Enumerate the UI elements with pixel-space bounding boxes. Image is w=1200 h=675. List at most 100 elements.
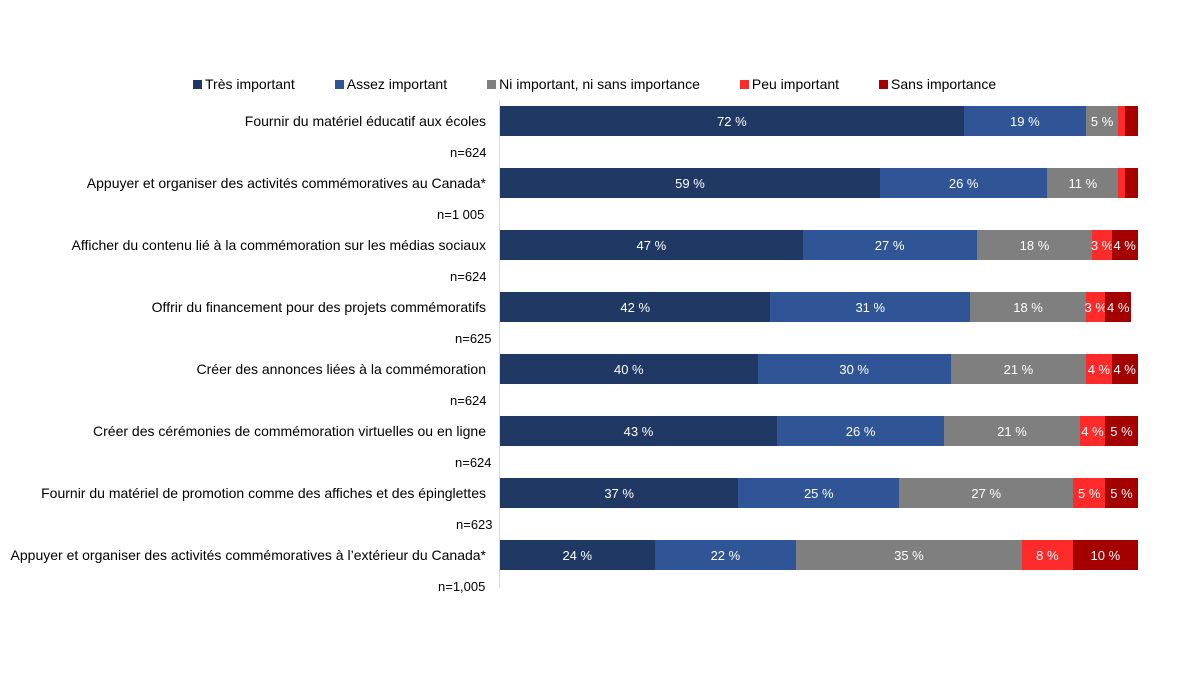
data-label: 35 % xyxy=(894,547,924,563)
data-label: 19 % xyxy=(1010,113,1040,129)
bar-segment: 18 % xyxy=(970,292,1087,322)
bar-segment: 47 % xyxy=(500,230,803,260)
data-label: 8 % xyxy=(1036,547,1059,563)
category-label: Offrir du financement pour des projets c… xyxy=(151,299,486,315)
bar-segment: 4 % xyxy=(1079,416,1106,446)
bar-segment: 30 % xyxy=(757,354,951,384)
bar-segment xyxy=(1118,106,1125,136)
bar-segment: 43 % xyxy=(500,416,777,446)
legend-swatch xyxy=(879,79,889,89)
bar-segment: 3 % xyxy=(1084,292,1107,322)
bar-segment: 26 % xyxy=(776,416,945,446)
legend-label: Peu important xyxy=(751,76,840,92)
category-label: Fournir du matériel de promotion comme d… xyxy=(41,485,486,501)
bar-segment: 21 % xyxy=(950,354,1087,384)
sample-size-label: n=623 xyxy=(456,517,493,532)
data-label: 27 % xyxy=(874,237,905,253)
legend-label: Ni important, ni sans importance xyxy=(499,76,700,92)
bar-segment: 37 % xyxy=(500,478,739,508)
data-label: 22 % xyxy=(710,547,741,563)
data-label: 37 % xyxy=(604,485,634,501)
bar-segment: 27 % xyxy=(899,478,1074,508)
bar-segment: 19 % xyxy=(963,106,1087,136)
bar-segment: 5 % xyxy=(1105,478,1138,508)
bar-segment: 5 % xyxy=(1086,106,1119,136)
bar-segment: 31 % xyxy=(770,292,971,322)
bar-segment: 3 % xyxy=(1090,230,1114,260)
legend-item: Sans importance xyxy=(879,76,996,92)
data-label: 4 % xyxy=(1081,423,1104,439)
legend-swatch xyxy=(193,79,202,89)
data-label: 5 % xyxy=(1110,485,1133,501)
data-label: 26 % xyxy=(845,423,876,439)
data-label: 42 % xyxy=(620,299,651,315)
bar-segment: 18 % xyxy=(976,230,1093,260)
sample-size-label: n=625 xyxy=(455,331,492,346)
bar-segment: 22 % xyxy=(654,540,797,570)
bar-segment: 59 % xyxy=(500,168,880,198)
data-label: 21 % xyxy=(997,423,1027,439)
bar-segment: 5 % xyxy=(1073,478,1106,508)
legend-label: Très important xyxy=(205,76,295,92)
category-label: Afficher du contenu lié à la commémorati… xyxy=(71,237,487,253)
sample-size-label: n=624 xyxy=(450,145,487,160)
data-label: 5 % xyxy=(1110,423,1133,439)
bar-segment: 24 % xyxy=(500,540,655,570)
data-label: 40 % xyxy=(613,361,644,377)
data-label: 18 % xyxy=(1019,237,1050,253)
bar-segment: 21 % xyxy=(944,416,1080,446)
bar-segment: 10 % xyxy=(1073,540,1138,570)
bar-segment: 5 % xyxy=(1105,416,1138,446)
legend-item: Ni important, ni sans importance xyxy=(487,76,700,92)
legend-item: Assez important xyxy=(334,76,448,92)
bar-segment: 4 % xyxy=(1105,292,1132,322)
bar-segment: 72 % xyxy=(500,106,964,136)
legend-item: Très important xyxy=(193,76,295,92)
data-label: 25 % xyxy=(803,485,834,501)
category-label: Créer des annonces liées à la commémorat… xyxy=(196,361,486,377)
legend-swatch xyxy=(739,79,749,89)
bar-segment xyxy=(1124,106,1138,136)
bar-segment: 4 % xyxy=(1086,354,1112,384)
data-label: 59 % xyxy=(675,175,705,191)
legend-swatch xyxy=(487,79,497,89)
legend-item: Peu important xyxy=(739,76,840,92)
sample-size-label: n=624 xyxy=(455,455,492,470)
bar-segment: 26 % xyxy=(879,168,1048,198)
legend-swatch xyxy=(334,79,344,89)
category-label: Fournir du matériel éducatif aux écoles xyxy=(244,113,486,129)
data-label: 4 % xyxy=(1113,361,1136,377)
data-label: 10 % xyxy=(1090,547,1121,563)
bar-segment: 40 % xyxy=(500,354,758,384)
category-label: Appuyer et organiser des activités commé… xyxy=(86,175,486,191)
data-label: 30 % xyxy=(839,361,869,377)
data-label: 11 % xyxy=(1068,175,1098,191)
data-label: 3 % xyxy=(1090,237,1114,253)
category-axis-line xyxy=(499,100,500,588)
data-label: 24 % xyxy=(562,547,593,563)
data-label: 72 % xyxy=(717,113,747,129)
sample-size-label: n=1 005 xyxy=(437,207,485,222)
data-label: 31 % xyxy=(855,299,886,315)
data-label: 21 % xyxy=(1003,361,1034,377)
legend-label: Assez important xyxy=(346,76,448,92)
data-label: 47 % xyxy=(636,237,667,253)
data-label: 26 % xyxy=(948,175,979,191)
sample-size-label: n=1,005 xyxy=(438,579,486,594)
data-label: 3 % xyxy=(1084,299,1107,315)
bar-segment xyxy=(1124,168,1138,198)
category-label: Créer des cérémonies de commémoration vi… xyxy=(93,423,486,439)
sample-size-label: n=624 xyxy=(450,269,487,284)
legend-label: Sans importance xyxy=(891,76,997,92)
bar-segment: 4 % xyxy=(1111,354,1138,384)
data-label: 4 % xyxy=(1087,361,1111,377)
data-label: 4 % xyxy=(1107,299,1130,315)
data-label: 18 % xyxy=(1013,299,1043,315)
data-label: 27 % xyxy=(971,485,1002,501)
bar-segment: 11 % xyxy=(1047,168,1119,198)
bar-segment: 35 % xyxy=(796,540,1022,570)
data-label: 4 % xyxy=(1113,237,1136,253)
category-label: Appuyer et organiser des activités commé… xyxy=(10,547,486,563)
bar-segment: 25 % xyxy=(738,478,900,508)
data-label: 5 % xyxy=(1090,113,1114,129)
